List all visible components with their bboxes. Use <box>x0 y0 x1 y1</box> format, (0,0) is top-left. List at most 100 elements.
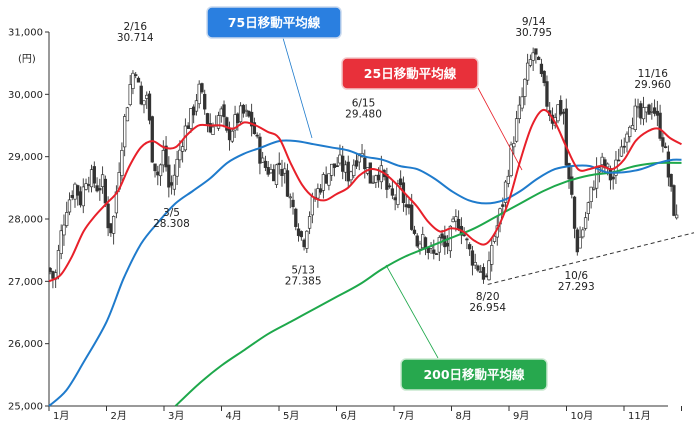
ma75-label: 75日移動平均線 <box>228 15 321 30</box>
annotation-value: 27.293 <box>558 281 595 293</box>
candle-body <box>594 167 599 189</box>
candle-body <box>73 183 77 200</box>
candle-body <box>192 106 196 116</box>
candle-body <box>161 150 165 166</box>
annotation-date: 8/20 <box>476 291 500 303</box>
annotation-value: 29.960 <box>634 79 671 91</box>
y-unit-label: (円) <box>18 54 36 65</box>
candle-body <box>59 230 63 255</box>
candle-body <box>434 253 439 255</box>
candle-body <box>644 106 648 113</box>
candle-body <box>432 249 436 254</box>
candle-body <box>56 250 61 277</box>
x-tick-label: 7月 <box>398 410 414 422</box>
candle-body <box>520 96 524 109</box>
candle-body <box>647 104 651 115</box>
candle-body <box>263 160 268 168</box>
candle-body <box>307 216 312 229</box>
ma200-callout: 200日移動平均線 <box>400 358 548 391</box>
candle-body <box>48 267 52 272</box>
candle-body <box>465 238 469 241</box>
candle-body <box>294 208 298 227</box>
candle-body <box>258 136 262 164</box>
candle-body <box>669 173 673 187</box>
candle-body <box>525 62 530 81</box>
candle-body <box>305 230 309 249</box>
candle-body <box>283 168 287 174</box>
ma25-label: 25日移動平均線 <box>364 66 457 81</box>
candle-body <box>473 262 477 266</box>
candle-body <box>630 125 635 130</box>
candle-body <box>128 84 132 106</box>
candle-body <box>341 155 345 172</box>
candle-body <box>501 204 505 207</box>
candle-body <box>628 126 632 138</box>
candle-body <box>572 196 577 229</box>
candle-body <box>578 236 582 249</box>
candle-body <box>412 229 417 234</box>
candle-body <box>564 108 568 166</box>
candle-body <box>205 113 210 125</box>
candle-body <box>147 93 152 121</box>
candle-body <box>332 163 337 168</box>
candle-body <box>103 178 108 204</box>
candle-body <box>194 100 199 112</box>
candle-body <box>216 115 221 129</box>
candle-body <box>415 235 419 247</box>
candle-body <box>142 100 146 106</box>
candle-body <box>120 150 124 176</box>
candle-body <box>658 112 662 139</box>
candle-body <box>123 116 127 148</box>
candle-body <box>164 145 168 168</box>
candle-body <box>92 166 96 184</box>
candle-body <box>357 155 361 163</box>
candle-body <box>318 188 323 193</box>
candle-body <box>111 216 116 234</box>
ma75-callout-pointer <box>282 37 313 139</box>
candle-body <box>346 161 350 182</box>
annotation-value: 26.954 <box>469 302 506 314</box>
candle-body <box>327 173 331 186</box>
x-tick-label: 4月 <box>226 410 242 422</box>
x-tick-label: 9月 <box>513 410 529 422</box>
candle-body <box>153 163 157 172</box>
x-tick-label: 2月 <box>111 410 127 422</box>
candle-body <box>581 229 585 238</box>
candle-body <box>131 72 135 89</box>
candle-body <box>95 185 99 192</box>
candle-body <box>67 199 72 213</box>
candle-body <box>261 157 265 163</box>
candle-body <box>125 107 130 122</box>
candle-body <box>451 218 455 223</box>
candle-body <box>272 169 276 182</box>
candle-body <box>139 85 143 105</box>
candle-body <box>238 105 243 123</box>
candle-body <box>62 224 66 236</box>
candle-body <box>269 169 273 174</box>
candle-body <box>374 175 378 183</box>
candle-body <box>589 186 593 203</box>
candle-body <box>321 174 326 191</box>
candle-body <box>611 176 615 180</box>
candle-body <box>136 77 141 83</box>
x-tick-label: 1月 <box>53 410 69 422</box>
candle-body <box>252 122 257 135</box>
ma25-line <box>48 108 682 283</box>
candle-body <box>481 267 486 280</box>
candle-body <box>666 151 671 178</box>
candle-body <box>393 197 397 201</box>
candle-body <box>178 149 182 161</box>
candle-body <box>371 181 375 184</box>
candle-body <box>296 228 301 236</box>
annotation-date: 3/5 <box>163 207 180 219</box>
candle-body <box>197 83 201 105</box>
candle-body <box>625 133 629 143</box>
candle-body <box>484 275 488 278</box>
candle-body <box>167 164 171 188</box>
candle-body <box>468 244 472 250</box>
candle-body <box>531 52 535 61</box>
candle-body <box>641 107 646 120</box>
ma200-callout-pointer <box>385 264 439 359</box>
candle-body <box>169 182 174 186</box>
